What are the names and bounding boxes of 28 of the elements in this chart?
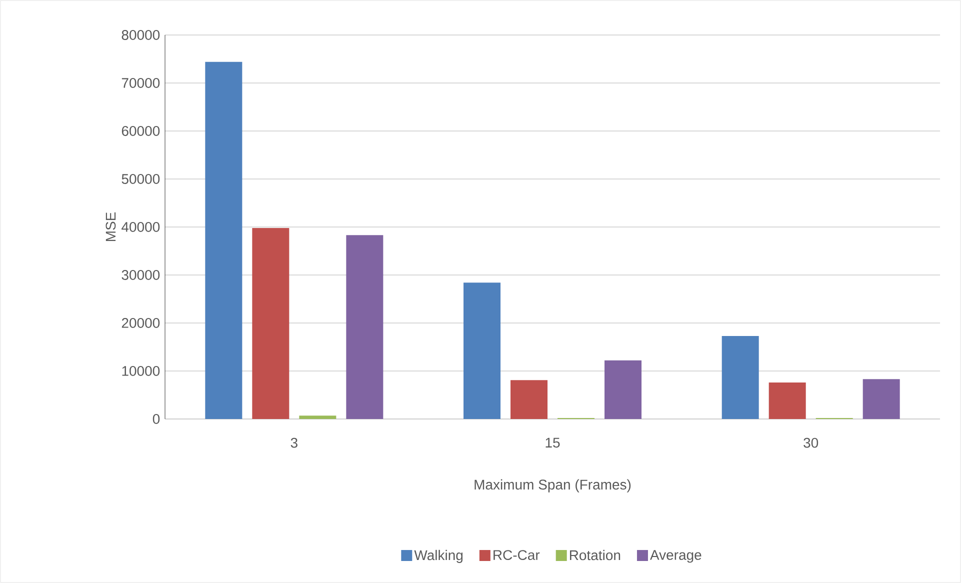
y-tick-label: 0 bbox=[152, 414, 160, 424]
bar bbox=[604, 360, 642, 419]
legend-label: Rotation bbox=[570, 550, 620, 560]
legend-label: Average bbox=[650, 550, 702, 563]
y-tick-label: 80000 bbox=[122, 30, 160, 40]
legend-label: RC-Car bbox=[494, 550, 540, 560]
x-tick-label: 30 bbox=[804, 438, 818, 448]
y-tick-label: 50000 bbox=[122, 174, 160, 184]
y-tick-label: 70000 bbox=[122, 78, 160, 88]
bar bbox=[510, 380, 548, 419]
y-tick-label: 10000 bbox=[122, 366, 160, 376]
y-tick-label: 30000 bbox=[122, 270, 160, 280]
bar bbox=[722, 336, 759, 419]
x-axis-title: Maximum Span (Frames) bbox=[474, 479, 631, 492]
bar bbox=[205, 62, 242, 419]
x-tick-label: 3 bbox=[290, 438, 298, 448]
bar bbox=[299, 416, 336, 419]
legend-label: Walking bbox=[414, 550, 463, 563]
bar bbox=[768, 382, 806, 419]
bar bbox=[346, 235, 384, 419]
y-tick-label: 40000 bbox=[122, 222, 160, 232]
y-axis-title: MSE bbox=[106, 212, 116, 241]
y-tick-label: 60000 bbox=[122, 126, 160, 136]
bar bbox=[464, 282, 501, 419]
bar bbox=[862, 379, 900, 419]
x-tick-label: 15 bbox=[546, 438, 560, 448]
bar bbox=[252, 228, 290, 419]
y-tick-label: 20000 bbox=[122, 318, 160, 328]
